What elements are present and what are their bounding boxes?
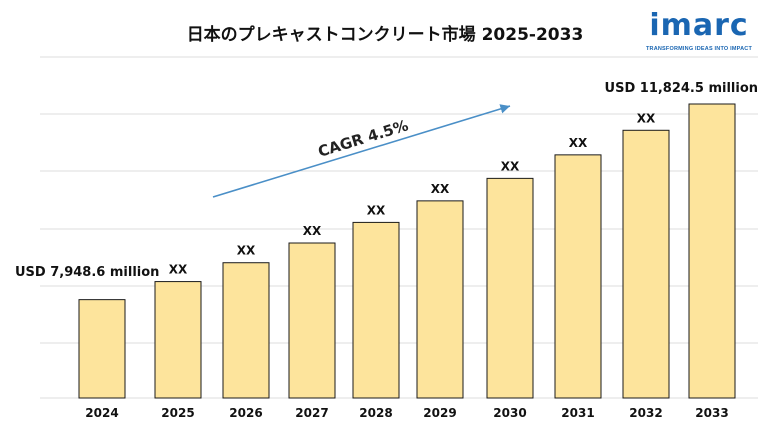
data-label-2027: XX xyxy=(303,224,322,238)
x-tick-labels: 2024 2025 2026 2027 2028 2029 2030 2031 2032 2033 xyxy=(85,406,728,420)
data-label-2026: XX xyxy=(237,244,256,258)
x-tick-2032: 2032 xyxy=(629,406,662,420)
bar-2027 xyxy=(288,242,336,399)
bar-2033 xyxy=(688,103,736,399)
data-label-2028: XX xyxy=(367,203,386,217)
bar-2024 xyxy=(78,299,126,399)
data-label-2032: XX xyxy=(637,111,656,125)
bar-2031 xyxy=(554,154,602,399)
bar-2025 xyxy=(154,281,202,399)
data-label-2031: XX xyxy=(569,136,588,150)
x-tick-2033: 2033 xyxy=(695,406,728,420)
logo-wordmark: imarc xyxy=(649,8,749,43)
bar-2032 xyxy=(622,129,670,399)
imarc-logo: imarc TRANSFORMING IDEAS INTO IMPACT xyxy=(640,8,758,58)
x-tick-2029: 2029 xyxy=(423,406,456,420)
start-value-annotation: USD 7,948.6 million xyxy=(15,265,159,280)
x-tick-2025: 2025 xyxy=(161,406,194,420)
logo-tagline: TRANSFORMING IDEAS INTO IMPACT xyxy=(645,46,753,52)
x-tick-2030: 2030 xyxy=(493,406,526,420)
bar-2028 xyxy=(352,221,400,399)
bars xyxy=(78,103,736,399)
end-value-annotation: USD 11,824.5 million xyxy=(605,81,758,96)
bar-2029 xyxy=(416,200,464,399)
x-tick-2028: 2028 xyxy=(359,406,392,420)
x-tick-2024: 2024 xyxy=(85,406,118,420)
x-tick-2031: 2031 xyxy=(561,406,594,420)
bar-2026 xyxy=(222,262,270,399)
data-label-2029: XX xyxy=(431,182,450,196)
chart-title: 日本のプレキャストコンクリート市場 2025-2033 xyxy=(186,25,584,45)
data-label-2030: XX xyxy=(501,159,520,173)
cagr-arrow xyxy=(212,104,511,198)
data-label-2025: XX xyxy=(169,263,188,277)
bar-2030 xyxy=(486,177,534,399)
x-tick-2026: 2026 xyxy=(229,406,262,420)
x-tick-2027: 2027 xyxy=(295,406,328,420)
cagr-label: CAGR 4.5% xyxy=(316,116,410,160)
data-labels: XX XX XX XX XX XX XX XX xyxy=(169,111,656,276)
